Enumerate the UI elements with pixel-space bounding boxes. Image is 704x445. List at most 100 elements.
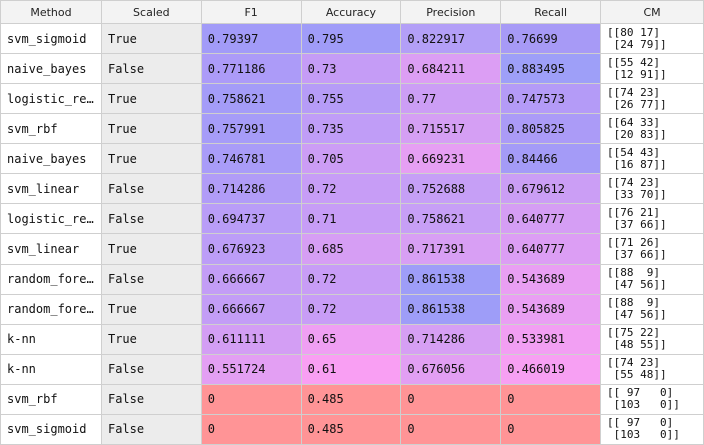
accuracy-cell[interactable]: 0.795 <box>300 22 402 55</box>
precision-cell[interactable]: 0.676056 <box>400 353 502 385</box>
accuracy-cell[interactable]: 0.755 <box>300 83 402 115</box>
f1-cell[interactable]: 0 <box>200 413 302 445</box>
scaled-cell[interactable]: False <box>100 353 202 385</box>
table-row[interactable]: naive_bayes True 0.746781 0.705 0.669231 0.84… <box>0 143 704 175</box>
method-cell[interactable]: k-nn <box>0 323 102 355</box>
confusion-matrix-cell[interactable]: [[ 97 0] [103 0]] <box>600 383 704 415</box>
table-row[interactable]: k-nn False 0.551724 0.61 0.676056 0.466019 [[7… <box>0 353 704 385</box>
scaled-cell[interactable]: False <box>100 263 202 295</box>
scaled-cell[interactable]: True <box>100 143 202 175</box>
scaled-cell[interactable]: True <box>100 83 202 115</box>
f1-cell[interactable]: 0.551724 <box>200 353 302 385</box>
method-cell[interactable]: naive_bayes <box>0 143 102 175</box>
table-row[interactable]: random_fore… False 0.666667 0.72 0.861538 0.5… <box>0 263 704 295</box>
confusion-matrix-cell[interactable]: [[80 17] [24 79]] <box>600 22 704 55</box>
recall-cell[interactable]: 0.805825 <box>500 113 602 145</box>
recall-cell[interactable]: 0.76699 <box>500 22 602 55</box>
table-row[interactable]: svm_linear True 0.676923 0.685 0.717391 0.640… <box>0 233 704 265</box>
recall-cell[interactable]: 0.543689 <box>500 263 602 295</box>
recall-cell[interactable]: 0.84466 <box>500 143 602 175</box>
scaled-cell[interactable]: True <box>100 323 202 355</box>
confusion-matrix-cell[interactable]: [[55 42] [12 91]] <box>600 53 704 85</box>
scaled-cell[interactable]: True <box>100 22 202 55</box>
f1-cell[interactable]: 0.666667 <box>200 293 302 325</box>
table-row[interactable]: naive_bayes False 0.771186 0.73 0.684211 0.88… <box>0 53 704 85</box>
precision-cell[interactable]: 0 <box>400 413 502 445</box>
method-cell[interactable]: naive_bayes <box>0 53 102 85</box>
method-cell[interactable]: svm_sigmoid <box>0 22 102 55</box>
f1-cell[interactable]: 0.757991 <box>200 113 302 145</box>
precision-cell[interactable]: 0.822917 <box>400 22 502 55</box>
accuracy-cell[interactable]: 0.735 <box>300 113 402 145</box>
recall-cell[interactable]: 0.679612 <box>500 173 602 205</box>
column-header-scaled[interactable]: Scaled <box>100 0 202 24</box>
f1-cell[interactable]: 0.746781 <box>200 143 302 175</box>
column-header-method[interactable]: Method <box>0 0 102 24</box>
method-cell[interactable]: svm_linear <box>0 173 102 205</box>
accuracy-cell[interactable]: 0.485 <box>300 383 402 415</box>
method-cell[interactable]: random_fore… <box>0 293 102 325</box>
scaled-cell[interactable]: False <box>100 383 202 415</box>
accuracy-cell[interactable]: 0.73 <box>300 53 402 85</box>
column-header-recall[interactable]: Recall <box>500 0 602 24</box>
recall-cell[interactable]: 0 <box>500 383 602 415</box>
accuracy-cell[interactable]: 0.71 <box>300 203 402 235</box>
precision-cell[interactable]: 0.684211 <box>400 53 502 85</box>
scaled-cell[interactable]: True <box>100 293 202 325</box>
f1-cell[interactable]: 0.758621 <box>200 83 302 115</box>
method-cell[interactable]: svm_rbf <box>0 113 102 145</box>
recall-cell[interactable]: 0.533981 <box>500 323 602 355</box>
accuracy-cell[interactable]: 0.72 <box>300 263 402 295</box>
f1-cell[interactable]: 0.666667 <box>200 263 302 295</box>
f1-cell[interactable]: 0.79397 <box>200 22 302 55</box>
precision-cell[interactable]: 0.752688 <box>400 173 502 205</box>
f1-cell[interactable]: 0.714286 <box>200 173 302 205</box>
scaled-cell[interactable]: False <box>100 203 202 235</box>
accuracy-cell[interactable]: 0.705 <box>300 143 402 175</box>
table-row[interactable]: svm_sigmoid True 0.79397 0.795 0.822917 0.766… <box>0 22 704 55</box>
recall-cell[interactable]: 0.640777 <box>500 203 602 235</box>
scaled-cell[interactable]: False <box>100 173 202 205</box>
accuracy-cell[interactable]: 0.61 <box>300 353 402 385</box>
confusion-matrix-cell[interactable]: [[ 97 0] [103 0]] <box>600 413 704 445</box>
scaled-cell[interactable]: False <box>100 413 202 445</box>
table-row[interactable]: logistic_re… True 0.758621 0.755 0.77 0.74757… <box>0 83 704 115</box>
table-row[interactable]: svm_sigmoid False 0 0.485 0 0[[ 97 0] [103 0]… <box>0 413 704 445</box>
precision-cell[interactable]: 0.861538 <box>400 293 502 325</box>
confusion-matrix-cell[interactable]: [[74 23] [33 70]] <box>600 173 704 205</box>
confusion-matrix-cell[interactable]: [[74 23] [26 77]] <box>600 83 704 115</box>
table-row[interactable]: svm_linear False 0.714286 0.72 0.752688 0.679… <box>0 173 704 205</box>
method-cell[interactable]: svm_rbf <box>0 383 102 415</box>
accuracy-cell[interactable]: 0.72 <box>300 173 402 205</box>
table-row[interactable]: k-nn True 0.611111 0.65 0.714286 0.533981 [[75… <box>0 323 704 355</box>
method-cell[interactable]: logistic_re… <box>0 203 102 235</box>
recall-cell[interactable]: 0.543689 <box>500 293 602 325</box>
method-cell[interactable]: svm_sigmoid <box>0 413 102 445</box>
method-cell[interactable]: random_fore… <box>0 263 102 295</box>
table-row[interactable]: svm_rbf False 0 0.485 0 0[[ 97 0] [103 0]] <box>0 383 704 415</box>
precision-cell[interactable]: 0.861538 <box>400 263 502 295</box>
precision-cell[interactable]: 0.714286 <box>400 323 502 355</box>
scaled-cell[interactable]: True <box>100 233 202 265</box>
method-cell[interactable]: k-nn <box>0 353 102 385</box>
column-header-f1[interactable]: F1 <box>200 0 302 24</box>
confusion-matrix-cell[interactable]: [[71 26] [37 66]] <box>600 233 704 265</box>
precision-cell[interactable]: 0.717391 <box>400 233 502 265</box>
scaled-cell[interactable]: False <box>100 53 202 85</box>
confusion-matrix-cell[interactable]: [[64 33] [20 83]] <box>600 113 704 145</box>
f1-cell[interactable]: 0.676923 <box>200 233 302 265</box>
accuracy-cell[interactable]: 0.72 <box>300 293 402 325</box>
f1-cell[interactable]: 0.611111 <box>200 323 302 355</box>
confusion-matrix-cell[interactable]: [[76 21] [37 66]] <box>600 203 704 235</box>
column-header-accuracy[interactable]: Accuracy <box>300 0 402 24</box>
f1-cell[interactable]: 0 <box>200 383 302 415</box>
recall-cell[interactable]: 0 <box>500 413 602 445</box>
recall-cell[interactable]: 0.466019 <box>500 353 602 385</box>
confusion-matrix-cell[interactable]: [[75 22] [48 55]] <box>600 323 704 355</box>
precision-cell[interactable]: 0 <box>400 383 502 415</box>
f1-cell[interactable]: 0.771186 <box>200 53 302 85</box>
precision-cell[interactable]: 0.669231 <box>400 143 502 175</box>
f1-cell[interactable]: 0.694737 <box>200 203 302 235</box>
column-header-precision[interactable]: Precision <box>400 0 502 24</box>
accuracy-cell[interactable]: 0.685 <box>300 233 402 265</box>
